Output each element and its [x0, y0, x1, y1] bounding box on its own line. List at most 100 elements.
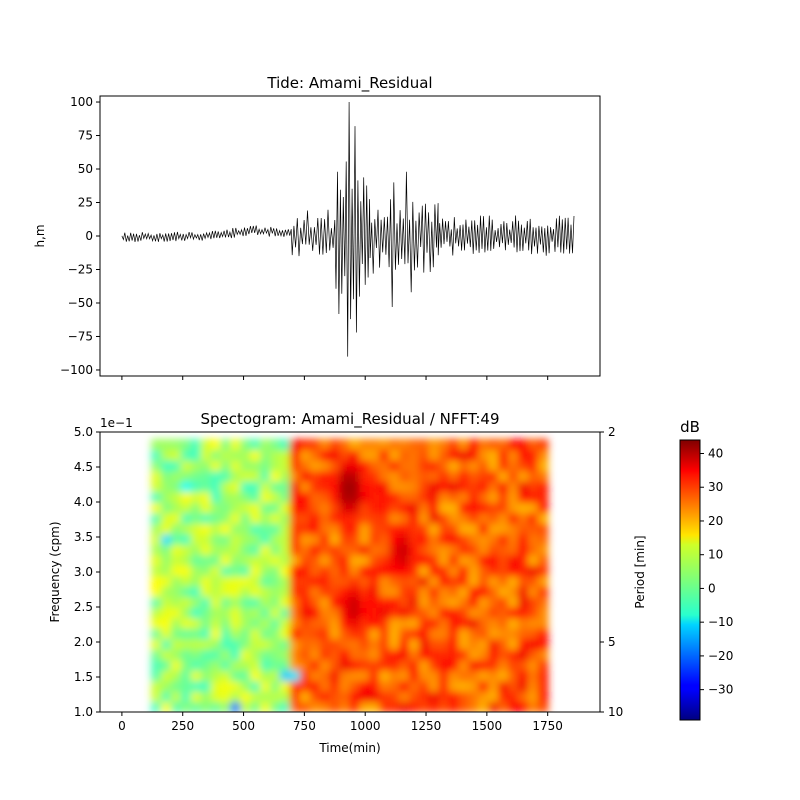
- spectrogram-cell: [339, 449, 351, 461]
- spectrogram-cell: [478, 638, 489, 650]
- spectrogram-cell: [339, 701, 351, 712]
- spectrogram-cell: [537, 449, 549, 461]
- spectrogram-cell: [508, 502, 519, 514]
- spectrogram-cell: [230, 617, 242, 629]
- spectrogram-cell: [280, 439, 291, 451]
- spectrogram-cell: [180, 575, 192, 587]
- spectrogram-cell: [498, 680, 509, 692]
- tide-y-label: h,m: [33, 224, 47, 247]
- spectrogram-cell: [180, 649, 192, 661]
- spectrogram-cell: [379, 586, 390, 598]
- spectrogram-y-tick-label: 3.0: [74, 565, 93, 579]
- spectrogram-cell: [250, 565, 261, 577]
- spectrogram-cell: [250, 512, 261, 524]
- spectrogram-cell: [498, 649, 509, 661]
- spectrogram-cell: [478, 554, 489, 566]
- spectrogram-cell: [270, 502, 281, 514]
- spectrogram-cell: [299, 512, 311, 524]
- spectrogram-cell: [458, 691, 470, 703]
- spectrogram-cell: [527, 544, 539, 556]
- spectrogram-cell: [270, 586, 281, 598]
- spectrogram-cell: [260, 439, 271, 451]
- spectrogram-cell: [428, 659, 440, 671]
- spectrogram-cell: [180, 628, 192, 640]
- colorbar-gradient: [679, 439, 701, 721]
- spectrogram-cell: [190, 470, 202, 482]
- spectrogram-cell: [389, 481, 400, 493]
- spectrogram-cell: [468, 565, 480, 577]
- spectrogram-cell: [161, 470, 172, 482]
- spectrogram-cell: [151, 481, 162, 493]
- spectrogram-cell: [488, 638, 499, 650]
- spectrogram-cell: [170, 491, 182, 503]
- spectrogram-cell: [488, 680, 499, 692]
- period-tick-label: 5: [608, 635, 616, 649]
- spectrogram-cell: [240, 607, 251, 619]
- spectrogram-cell: [527, 523, 539, 535]
- spectrogram-cell: [379, 470, 390, 482]
- spectrogram-cell: [299, 586, 311, 598]
- spectrogram-cell: [161, 628, 172, 640]
- spectrogram-cell: [299, 439, 311, 451]
- spectrogram-cell: [359, 481, 370, 493]
- spectrogram-cell: [468, 533, 480, 545]
- spectrogram-cell: [210, 512, 222, 524]
- colorbar-tick-label: 10: [708, 548, 723, 562]
- spectrogram-cell: [190, 460, 202, 472]
- spectrogram-cell: [448, 523, 460, 535]
- spectrogram-cell: [537, 565, 549, 577]
- spectrogram-cell: [210, 586, 222, 598]
- spectrogram-cell: [190, 439, 202, 451]
- spectrogram-cell: [250, 481, 261, 493]
- spectrogram-cell: [319, 502, 331, 514]
- spectrogram-cell: [458, 575, 470, 587]
- period-tick-label: 10: [608, 705, 623, 719]
- spectrogram-cell: [280, 491, 291, 503]
- spectrogram-cell: [498, 628, 509, 640]
- spectrogram-cell: [289, 680, 301, 692]
- spectrogram-cell: [399, 575, 410, 587]
- spectrogram-cell: [339, 460, 351, 472]
- spectrogram-cell: [537, 575, 549, 587]
- spectrogram-cell: [240, 680, 251, 692]
- spectrogram-cell: [329, 481, 341, 493]
- spectrogram-cell: [299, 470, 311, 482]
- spectrogram-period-ticks: 2 5 10: [600, 425, 623, 719]
- spectrogram-cell: [359, 533, 370, 545]
- spectrogram-cell: [299, 575, 311, 587]
- spectrogram-cell: [517, 596, 529, 608]
- spectrogram-cell: [190, 691, 202, 703]
- spectrogram-cell: [418, 670, 430, 682]
- spectrogram-cell: [260, 649, 271, 661]
- spectrogram-cell: [161, 691, 172, 703]
- spectrogram-cell: [220, 544, 232, 556]
- spectrogram-cell: [438, 701, 450, 712]
- spectrogram-cell: [329, 449, 341, 461]
- spectrogram-cell: [339, 649, 351, 661]
- spectrogram-cell: [180, 670, 192, 682]
- spectrogram-cell: [349, 554, 361, 566]
- spectrogram-cell: [220, 470, 232, 482]
- spectrogram-cell: [399, 680, 410, 692]
- spectrogram-cell: [180, 470, 192, 482]
- spectrogram-cell: [527, 554, 539, 566]
- spectrogram-cell: [448, 649, 460, 661]
- spectrogram-cell: [280, 680, 291, 692]
- spectrogram-cell: [448, 691, 460, 703]
- spectrogram-cell: [389, 659, 400, 671]
- colorbar-tick-label: 20: [708, 514, 723, 528]
- spectrogram-cell: [151, 449, 162, 461]
- spectrogram-cell: [329, 596, 341, 608]
- spectrogram-cell: [527, 470, 539, 482]
- spectrogram-cell: [299, 607, 311, 619]
- spectrogram-cell: [250, 701, 261, 712]
- spectrogram-cell: [359, 670, 370, 682]
- spectrogram-cell: [151, 596, 162, 608]
- spectrogram-cell: [299, 691, 311, 703]
- spectrogram-cell: [527, 575, 539, 587]
- spectrogram-cell: [537, 544, 549, 556]
- spectrogram-cell: [289, 481, 301, 493]
- spectrogram-cell: [349, 659, 361, 671]
- spectrogram-cell: [309, 596, 321, 608]
